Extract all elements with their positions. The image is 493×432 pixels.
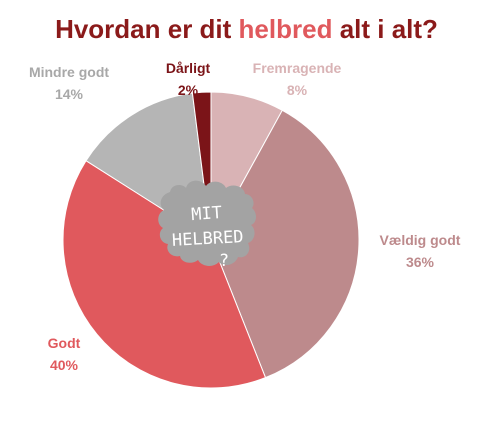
- slice-name-label: Fremragende: [253, 60, 342, 76]
- slice-labels: Fremragende 8% Vældig godt 36% Godt 40% Mindre…: [29, 60, 461, 373]
- slice-name-label: Dårligt: [166, 60, 211, 76]
- pie-slice-godt: [62, 160, 267, 389]
- slice-value-label: 36%: [406, 254, 435, 270]
- slice-name-label: Mindre godt: [29, 64, 109, 80]
- slice-value-label: 2%: [178, 82, 199, 98]
- center-label-line3: ?: [219, 251, 229, 271]
- chart-title: Hvordan er dit helbred alt i alt?: [0, 14, 493, 45]
- center-label-line2: HELBRED: [171, 227, 244, 251]
- center-label-line1: MIT: [191, 203, 223, 225]
- slice-name-label: Godt: [48, 335, 81, 351]
- slice-value-label: 8%: [287, 82, 308, 98]
- center-blob-icon: [158, 180, 257, 266]
- title-part1: Hvordan er dit: [55, 14, 239, 44]
- title-part2: alt i alt?: [332, 14, 438, 44]
- slice-value-label: 14%: [55, 86, 84, 102]
- slice-name-label: Vældig godt: [380, 232, 461, 248]
- slice-value-label: 40%: [50, 357, 79, 373]
- pie-slice-vældig-godt: [210, 109, 360, 379]
- title-accent-word: helbred: [238, 14, 333, 44]
